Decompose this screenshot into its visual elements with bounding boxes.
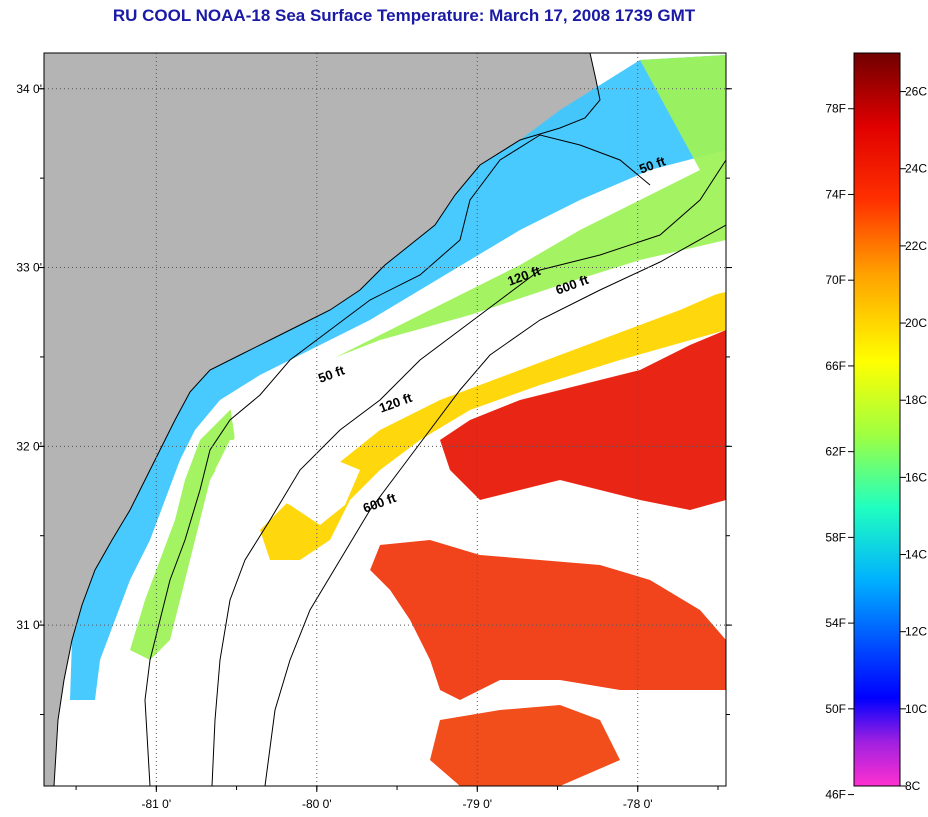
cloud-swath-upper bbox=[230, 240, 726, 440]
colorbar-f-label: 62F bbox=[825, 445, 846, 459]
lat-tick-label: 34 0' bbox=[16, 82, 42, 96]
coastline bbox=[53, 53, 601, 786]
gulf-stream-south bbox=[370, 540, 726, 700]
colorbar-c-label: 8C bbox=[905, 779, 921, 793]
lat-ticks: 34 0' 33 0' 32 0' 31 0' bbox=[16, 82, 732, 715]
colorbar-f-label: 58F bbox=[825, 530, 846, 544]
colorbar-c-label: 26C bbox=[905, 85, 927, 99]
colorbar bbox=[853, 52, 901, 787]
lon-tick-label: -79 0' bbox=[462, 797, 492, 811]
colorbar-f-label: 66F bbox=[825, 359, 846, 373]
colorbar-c-label: 24C bbox=[905, 162, 927, 176]
map-title: RU COOL NOAA-18 Sea Surface Temperature:… bbox=[112, 6, 696, 25]
colorbar-fahrenheit-labels: 78F 74F 70F 66F 62F 58F 54F 50F 46F bbox=[825, 102, 854, 802]
lon-tick-label: -78 0' bbox=[623, 797, 653, 811]
colorbar-f-label: 78F bbox=[825, 102, 846, 116]
colorbar-c-label: 12C bbox=[905, 625, 927, 639]
colorbar-c-label: 18C bbox=[905, 393, 927, 407]
map-border bbox=[43, 52, 727, 787]
contour-120ft bbox=[211, 159, 726, 786]
lon-tick-label: -80 0' bbox=[302, 797, 332, 811]
colorbar-f-label: 46F bbox=[825, 788, 846, 802]
contour-600ft bbox=[264, 224, 726, 786]
lon-tick-label: -81 0' bbox=[142, 797, 172, 811]
lat-tick-label: 32 0' bbox=[16, 439, 42, 453]
lat-tick-label: 31 0' bbox=[16, 618, 42, 632]
colorbar-celsius-labels: 26C 24C 22C 20C 18C 16C 14C 12C 10C 8C bbox=[900, 85, 927, 793]
colorbar-f-label: 70F bbox=[825, 273, 846, 287]
colorbar-c-label: 22C bbox=[905, 239, 927, 253]
offshore-no-data bbox=[150, 545, 440, 786]
colorbar-c-label: 10C bbox=[905, 702, 927, 716]
colorbar-f-label: 50F bbox=[825, 702, 846, 716]
colorbar-f-label: 54F bbox=[825, 616, 846, 630]
contour-50ft bbox=[144, 134, 651, 786]
colorbar-c-label: 16C bbox=[905, 470, 927, 484]
gulf-stream-north bbox=[440, 330, 726, 510]
cloud-swath-lower bbox=[215, 440, 360, 525]
grid-lines bbox=[44, 53, 726, 786]
nearshore-cool-water bbox=[70, 55, 726, 700]
colorbar-c-label: 20C bbox=[905, 316, 927, 330]
land-mass bbox=[44, 53, 600, 786]
lon-ticks: -81 0' -80 0' -79 0' -78 0' bbox=[75, 786, 719, 811]
colorbar-f-label: 74F bbox=[825, 187, 846, 201]
colorbar-c-label: 14C bbox=[905, 548, 927, 562]
lat-tick-label: 33 0' bbox=[16, 261, 42, 275]
outer-shelf-water bbox=[260, 290, 726, 560]
